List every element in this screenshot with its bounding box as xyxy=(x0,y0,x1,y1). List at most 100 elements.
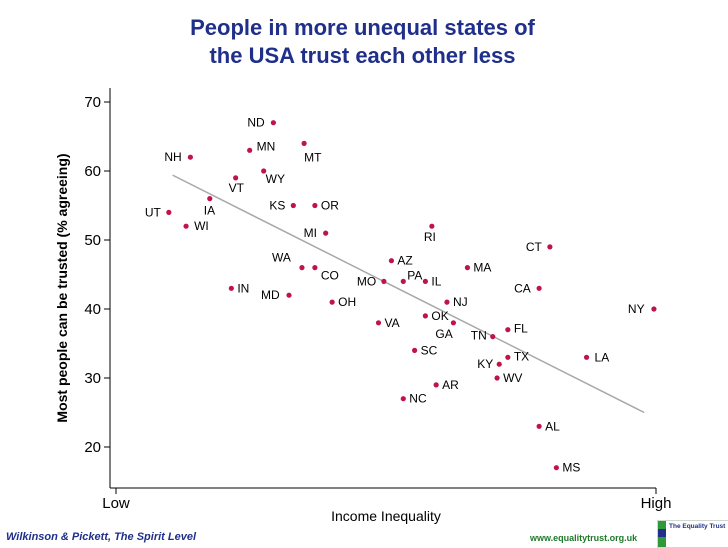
point-label-ct: CT xyxy=(526,240,543,254)
point-label-ia: IA xyxy=(204,204,215,218)
trendline-group xyxy=(172,174,645,414)
point-label-pa: PA xyxy=(407,268,422,282)
data-point-va xyxy=(375,320,382,326)
y-tick-label: 30 xyxy=(84,370,101,387)
data-point-az xyxy=(388,258,395,264)
point-label-nh: NH xyxy=(164,150,181,164)
point-label-il: IL xyxy=(431,274,441,288)
point-label-nd: ND xyxy=(247,116,265,130)
data-point-pa xyxy=(400,278,406,284)
point-label-in: IN xyxy=(237,281,249,295)
data-point-ar xyxy=(433,382,439,388)
data-point-co xyxy=(312,265,318,271)
point-label-fl: FL xyxy=(514,322,528,336)
data-point-or xyxy=(312,202,318,209)
data-point-nj xyxy=(444,299,450,305)
point-label-ny: NY xyxy=(628,302,645,316)
trendline xyxy=(172,174,645,414)
point-label-co: CO xyxy=(321,269,339,283)
point-label-oh: OH xyxy=(338,295,356,309)
data-point-wv xyxy=(494,375,500,381)
point-label-mn: MN xyxy=(257,139,276,153)
x-axis-title: Income Inequality xyxy=(331,508,441,524)
equality-trust-logo: The Equality Trust xyxy=(657,520,728,548)
data-point-tn xyxy=(490,334,496,340)
y-tick-label: 40 xyxy=(84,301,101,318)
point-label-md: MD xyxy=(261,288,280,302)
data-point-fl xyxy=(505,327,511,333)
point-label-la: LA xyxy=(595,350,610,364)
point-label-az: AZ xyxy=(397,254,412,268)
point-label-ma: MA xyxy=(473,261,491,275)
data-point-al xyxy=(536,423,542,429)
point-label-wv: WV xyxy=(503,371,522,385)
x-tick-label: Low xyxy=(102,495,130,512)
data-point-nd xyxy=(270,120,276,126)
data-point-ok xyxy=(422,313,428,319)
point-label-mt: MT xyxy=(304,150,322,164)
point-label-ks: KS xyxy=(269,199,285,213)
data-point-ms xyxy=(553,465,559,471)
point-label-wy: WY xyxy=(266,172,285,186)
data-point-ma xyxy=(464,265,471,271)
data-point-mn xyxy=(247,147,253,153)
website-link[interactable]: www.equalitytrust.org.uk xyxy=(530,533,638,543)
data-point-mi xyxy=(323,230,329,236)
point-label-ms: MS xyxy=(562,461,580,475)
point-label-mi: MI xyxy=(304,226,317,240)
y-tick-label: 20 xyxy=(84,439,101,456)
point-label-wa: WA xyxy=(272,251,291,265)
data-point-il xyxy=(422,278,428,284)
logo-blue-square xyxy=(658,529,666,537)
data-point-ia xyxy=(207,196,213,202)
data-point-in xyxy=(228,285,234,291)
point-label-ca: CA xyxy=(514,281,531,295)
point-label-ky: KY xyxy=(477,357,493,371)
data-point-nh xyxy=(187,154,193,160)
point-label-wi: WI xyxy=(194,219,209,233)
point-label-ok: OK xyxy=(431,309,448,323)
data-point-ct xyxy=(547,244,553,250)
data-point-wi xyxy=(183,223,189,229)
chart-title: People in more unequal states of the USA… xyxy=(0,14,728,70)
data-point-nc xyxy=(400,396,406,402)
data-point-la xyxy=(583,354,590,360)
point-label-ri: RI xyxy=(424,230,436,244)
data-point-wa xyxy=(299,265,305,271)
point-label-al: AL xyxy=(545,419,560,433)
x-tick-label: High xyxy=(641,495,672,512)
chart-title-line-2: the USA trust each other less xyxy=(209,43,516,68)
point-label-or: OR xyxy=(321,199,339,213)
citation-text: Wilkinson & Pickett, The Spirit Level xyxy=(6,531,196,543)
point-label-ar: AR xyxy=(442,378,459,392)
data-point-sc xyxy=(412,347,418,353)
data-point-ks xyxy=(290,202,296,209)
data-point-ny xyxy=(651,306,657,312)
data-point-tx xyxy=(505,354,511,360)
data-point-ky xyxy=(496,361,502,367)
data-point-mo xyxy=(381,278,387,284)
y-tick-label: 70 xyxy=(84,94,101,111)
data-point-wy xyxy=(261,168,267,174)
logo-text: The Equality Trust xyxy=(669,523,726,530)
chart-axes: 20 30 40 50 60 70 Low High Income Inequality Most… xyxy=(54,88,671,524)
point-label-tx: TX xyxy=(514,349,529,363)
point-label-sc: SC xyxy=(421,343,438,357)
point-label-tn: TN xyxy=(471,329,487,343)
data-point-md xyxy=(286,292,292,298)
point-label-va: VA xyxy=(384,316,399,330)
y-tick-label: 60 xyxy=(84,163,101,180)
y-axis-title: Most people can be trusted (% agreeing) xyxy=(54,153,70,422)
data-point-ca xyxy=(536,285,542,291)
point-label-vt: VT xyxy=(229,181,245,195)
data-point-vt xyxy=(233,175,239,181)
data-points: ND MN MT NH WY VT IA KS OR UT WI MI RI CT WA CO AZ MA MO PA… xyxy=(145,116,657,475)
data-point-ri xyxy=(429,223,435,229)
data-point-ga xyxy=(450,320,457,326)
point-label-ut: UT xyxy=(145,205,162,219)
point-label-mo: MO xyxy=(357,274,376,288)
chart-title-line-1: People in more unequal states of xyxy=(190,15,535,40)
data-point-oh xyxy=(329,299,335,305)
point-label-nj: NJ xyxy=(453,295,468,309)
